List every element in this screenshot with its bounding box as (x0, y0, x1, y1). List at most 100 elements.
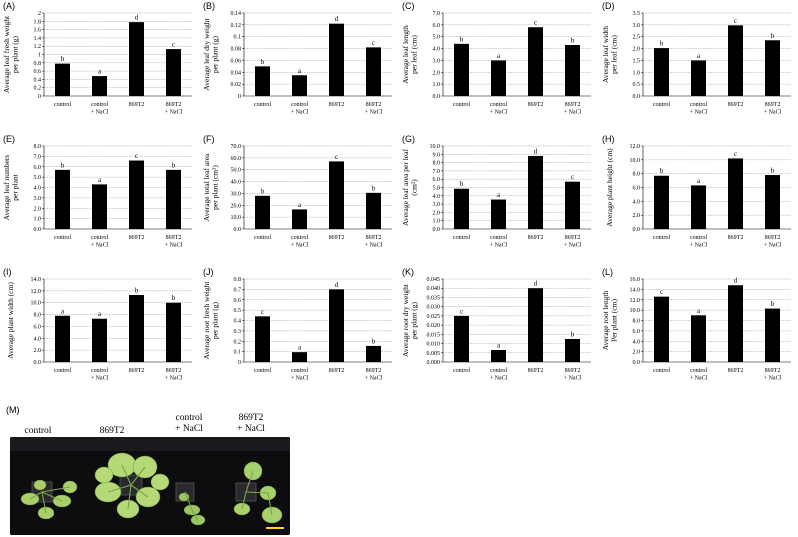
significance-letter: a (696, 177, 700, 185)
y-axis-label: Average total leaf area per plant (cm²) (202, 153, 220, 221)
chart-svg-b: (B) 0 0.02 0.04 0.06 0.08 0.1 0.12 0.14 Average l… (202, 1, 392, 116)
y-tick-label: 70.0 (230, 144, 241, 150)
chart-panel-g: (G) 0.0 1.0 2.0 3.0 4.0 5.0 6.0 7.0 8.0 9.0 10.0 Ave… (399, 133, 598, 265)
x-category-label: control (690, 102, 707, 108)
x-category-label: + NaCl (91, 243, 109, 249)
y-tick-label: 0.0 (632, 94, 640, 100)
y-tick-label: 5.0 (34, 175, 42, 181)
x-category-label: 869T2 (166, 102, 182, 108)
bar (55, 169, 70, 229)
y-axis-label: Average leaf dry weight per plant (g) (202, 18, 220, 91)
chart-svg-d: (D) 0.0 0.5 1.0 1.5 2.0 2.5 3.0 3.5 Average leaf … (601, 1, 791, 116)
y-axis-label-line: Average leaf numbers (2, 155, 11, 221)
y-tick-label: 10.0 (230, 215, 241, 221)
y-tick-label: 3.0 (433, 58, 441, 64)
significance-letter: a (297, 201, 301, 209)
bar (291, 75, 307, 96)
significance-letter: c (260, 308, 263, 316)
x-category-label: 869T2 (328, 235, 344, 241)
chart-svg-i: (I) 0.0 2.0 4.0 6.0 8.0 10.0 12.0 14.0 Average pl… (3, 267, 192, 382)
significance-letter: b (659, 40, 663, 48)
significance-letter: b (460, 35, 464, 43)
y-tick-label: 2.0 (632, 213, 640, 219)
bar (129, 295, 144, 362)
y-axis-label: Average root dry weight per plant (g) (401, 283, 419, 357)
x-category-label: + NaCl (165, 243, 183, 249)
x-category-label: 869T2 (764, 368, 780, 374)
x-category-label: 869T2 (528, 368, 544, 374)
bar (454, 315, 469, 362)
y-tick-label: 4.0 (34, 186, 42, 192)
y-tick-label: 6.0 (34, 165, 42, 171)
y-tick-label: 0.0 (433, 94, 441, 100)
y-axis-label-line: per plant (g) (210, 301, 219, 339)
y-tick-label: 0.0 (433, 227, 441, 233)
bar (254, 195, 270, 229)
y-tick-label: 6.0 (433, 177, 441, 183)
x-category-label: 869T2 (328, 368, 344, 374)
panel-label: (B) (203, 1, 215, 11)
significance-letter: a (297, 67, 301, 75)
y-tick-label: 6.0 (433, 23, 441, 29)
x-category-label: control (453, 368, 470, 374)
y-tick-label: 0.4 (34, 77, 42, 83)
significance-letter: d (334, 281, 338, 289)
chart-svg-a: (A) 0 0.2 0.4 0.6 0.8 1 1.2 1.4 1.6 1.8 2 Average le… (2, 1, 192, 116)
x-category-label: control (453, 102, 470, 108)
y-tick-label: 0.3 (233, 329, 241, 335)
y-tick-label: 0.0 (34, 227, 42, 233)
x-category-label: 869T2 (328, 102, 344, 108)
x-category-label: 869T2 (365, 102, 381, 108)
bar (727, 25, 743, 96)
bar (328, 23, 344, 96)
bar (129, 160, 144, 229)
y-tick-label: 2.0 (34, 206, 42, 212)
significance-letter: c (135, 152, 138, 160)
x-category-label: 869T2 (365, 368, 381, 374)
significance-letter: b (260, 187, 264, 195)
y-axis-label-line: Average root length (601, 291, 610, 351)
panel-label: (K) (402, 267, 414, 277)
y-tick-label: 14.0 (31, 277, 42, 283)
bar (565, 338, 580, 362)
panel-label: (D) (602, 1, 615, 11)
y-tick-label: 10.0 (629, 308, 640, 314)
y-tick-label: 0.0 (34, 360, 42, 366)
bar (528, 155, 543, 229)
x-category-label: 869T2 (764, 102, 780, 108)
y-tick-label: 0.6 (233, 298, 241, 304)
y-axis-label-line: Average plant height (cm) (605, 148, 614, 227)
y-axis-label: Average leaf fresh weight per plant (g) (2, 15, 20, 93)
y-tick-label: 2.0 (632, 47, 640, 53)
x-category-label: + NaCl (490, 243, 508, 249)
y-tick-label: 0.5 (632, 82, 640, 88)
bar (254, 66, 270, 96)
bar (92, 318, 107, 362)
y-tick-label: 2.5 (632, 35, 640, 41)
y-tick-label: 6.0 (632, 329, 640, 335)
y-axis-label: Average plant width (cm) (6, 282, 15, 359)
y-tick-label: 6.0 (632, 186, 640, 192)
y-tick-label: 60.0 (230, 156, 241, 162)
x-category-label: + NaCl (165, 376, 183, 382)
significance-letter: b (61, 161, 65, 169)
significance-letter: b (172, 161, 176, 169)
y-tick-label: 1.2 (34, 44, 42, 50)
bar (166, 169, 181, 229)
bar (690, 315, 706, 362)
significance-letter: a (497, 191, 501, 199)
y-tick-label: 0.08 (230, 47, 241, 53)
x-category-label: control (653, 102, 670, 108)
bar (764, 308, 780, 362)
y-tick-label: 0.010 (427, 342, 441, 348)
significance-letter: d (334, 15, 338, 23)
x-category-label: + NaCl (364, 376, 382, 382)
x-category-label: + NaCl (290, 243, 308, 249)
y-tick-label: 0 (38, 94, 41, 100)
y-axis-label-line: Average leaf dry weight (202, 18, 211, 91)
y-tick-label: 10.0 (31, 301, 42, 307)
x-category-label: 869T2 (727, 102, 743, 108)
x-category-label: control (54, 102, 71, 108)
y-tick-label: 0.7 (233, 287, 241, 293)
significance-letter: c (659, 288, 662, 296)
